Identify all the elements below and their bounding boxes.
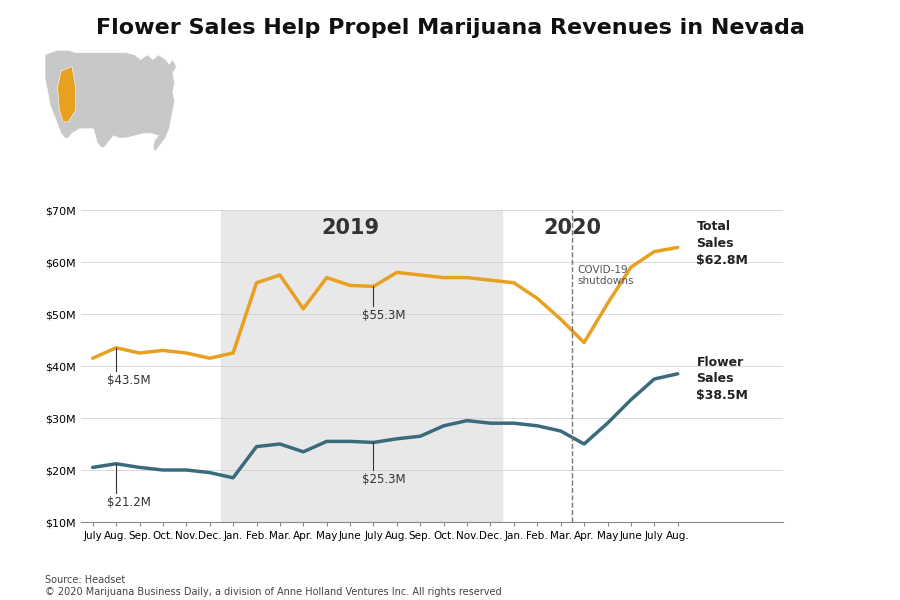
Text: Total
Sales
$62.8M: Total Sales $62.8M [697,220,748,268]
Bar [221,210,502,522]
Text: $25.3M: $25.3M [362,473,405,485]
Text: $55.3M: $55.3M [362,309,405,322]
Text: $43.5M: $43.5M [107,374,150,387]
Text: $21.2M: $21.2M [107,496,150,509]
Polygon shape [58,67,76,122]
Text: Flower Sales Help Propel Marijuana Revenues in Nevada: Flower Sales Help Propel Marijuana Reven… [95,18,805,38]
Text: COVID-19
shutdowns: COVID-19 shutdowns [577,265,634,286]
Text: Source: Headset
© 2020 Marijuana Business Daily, a division of Anne Holland Vent: Source: Headset © 2020 Marijuana Busines… [45,575,501,597]
Text: 2019: 2019 [321,218,379,238]
Text: Flower
Sales
$38.5M: Flower Sales $38.5M [697,355,748,403]
Polygon shape [45,50,176,152]
Text: 2020: 2020 [544,218,601,238]
